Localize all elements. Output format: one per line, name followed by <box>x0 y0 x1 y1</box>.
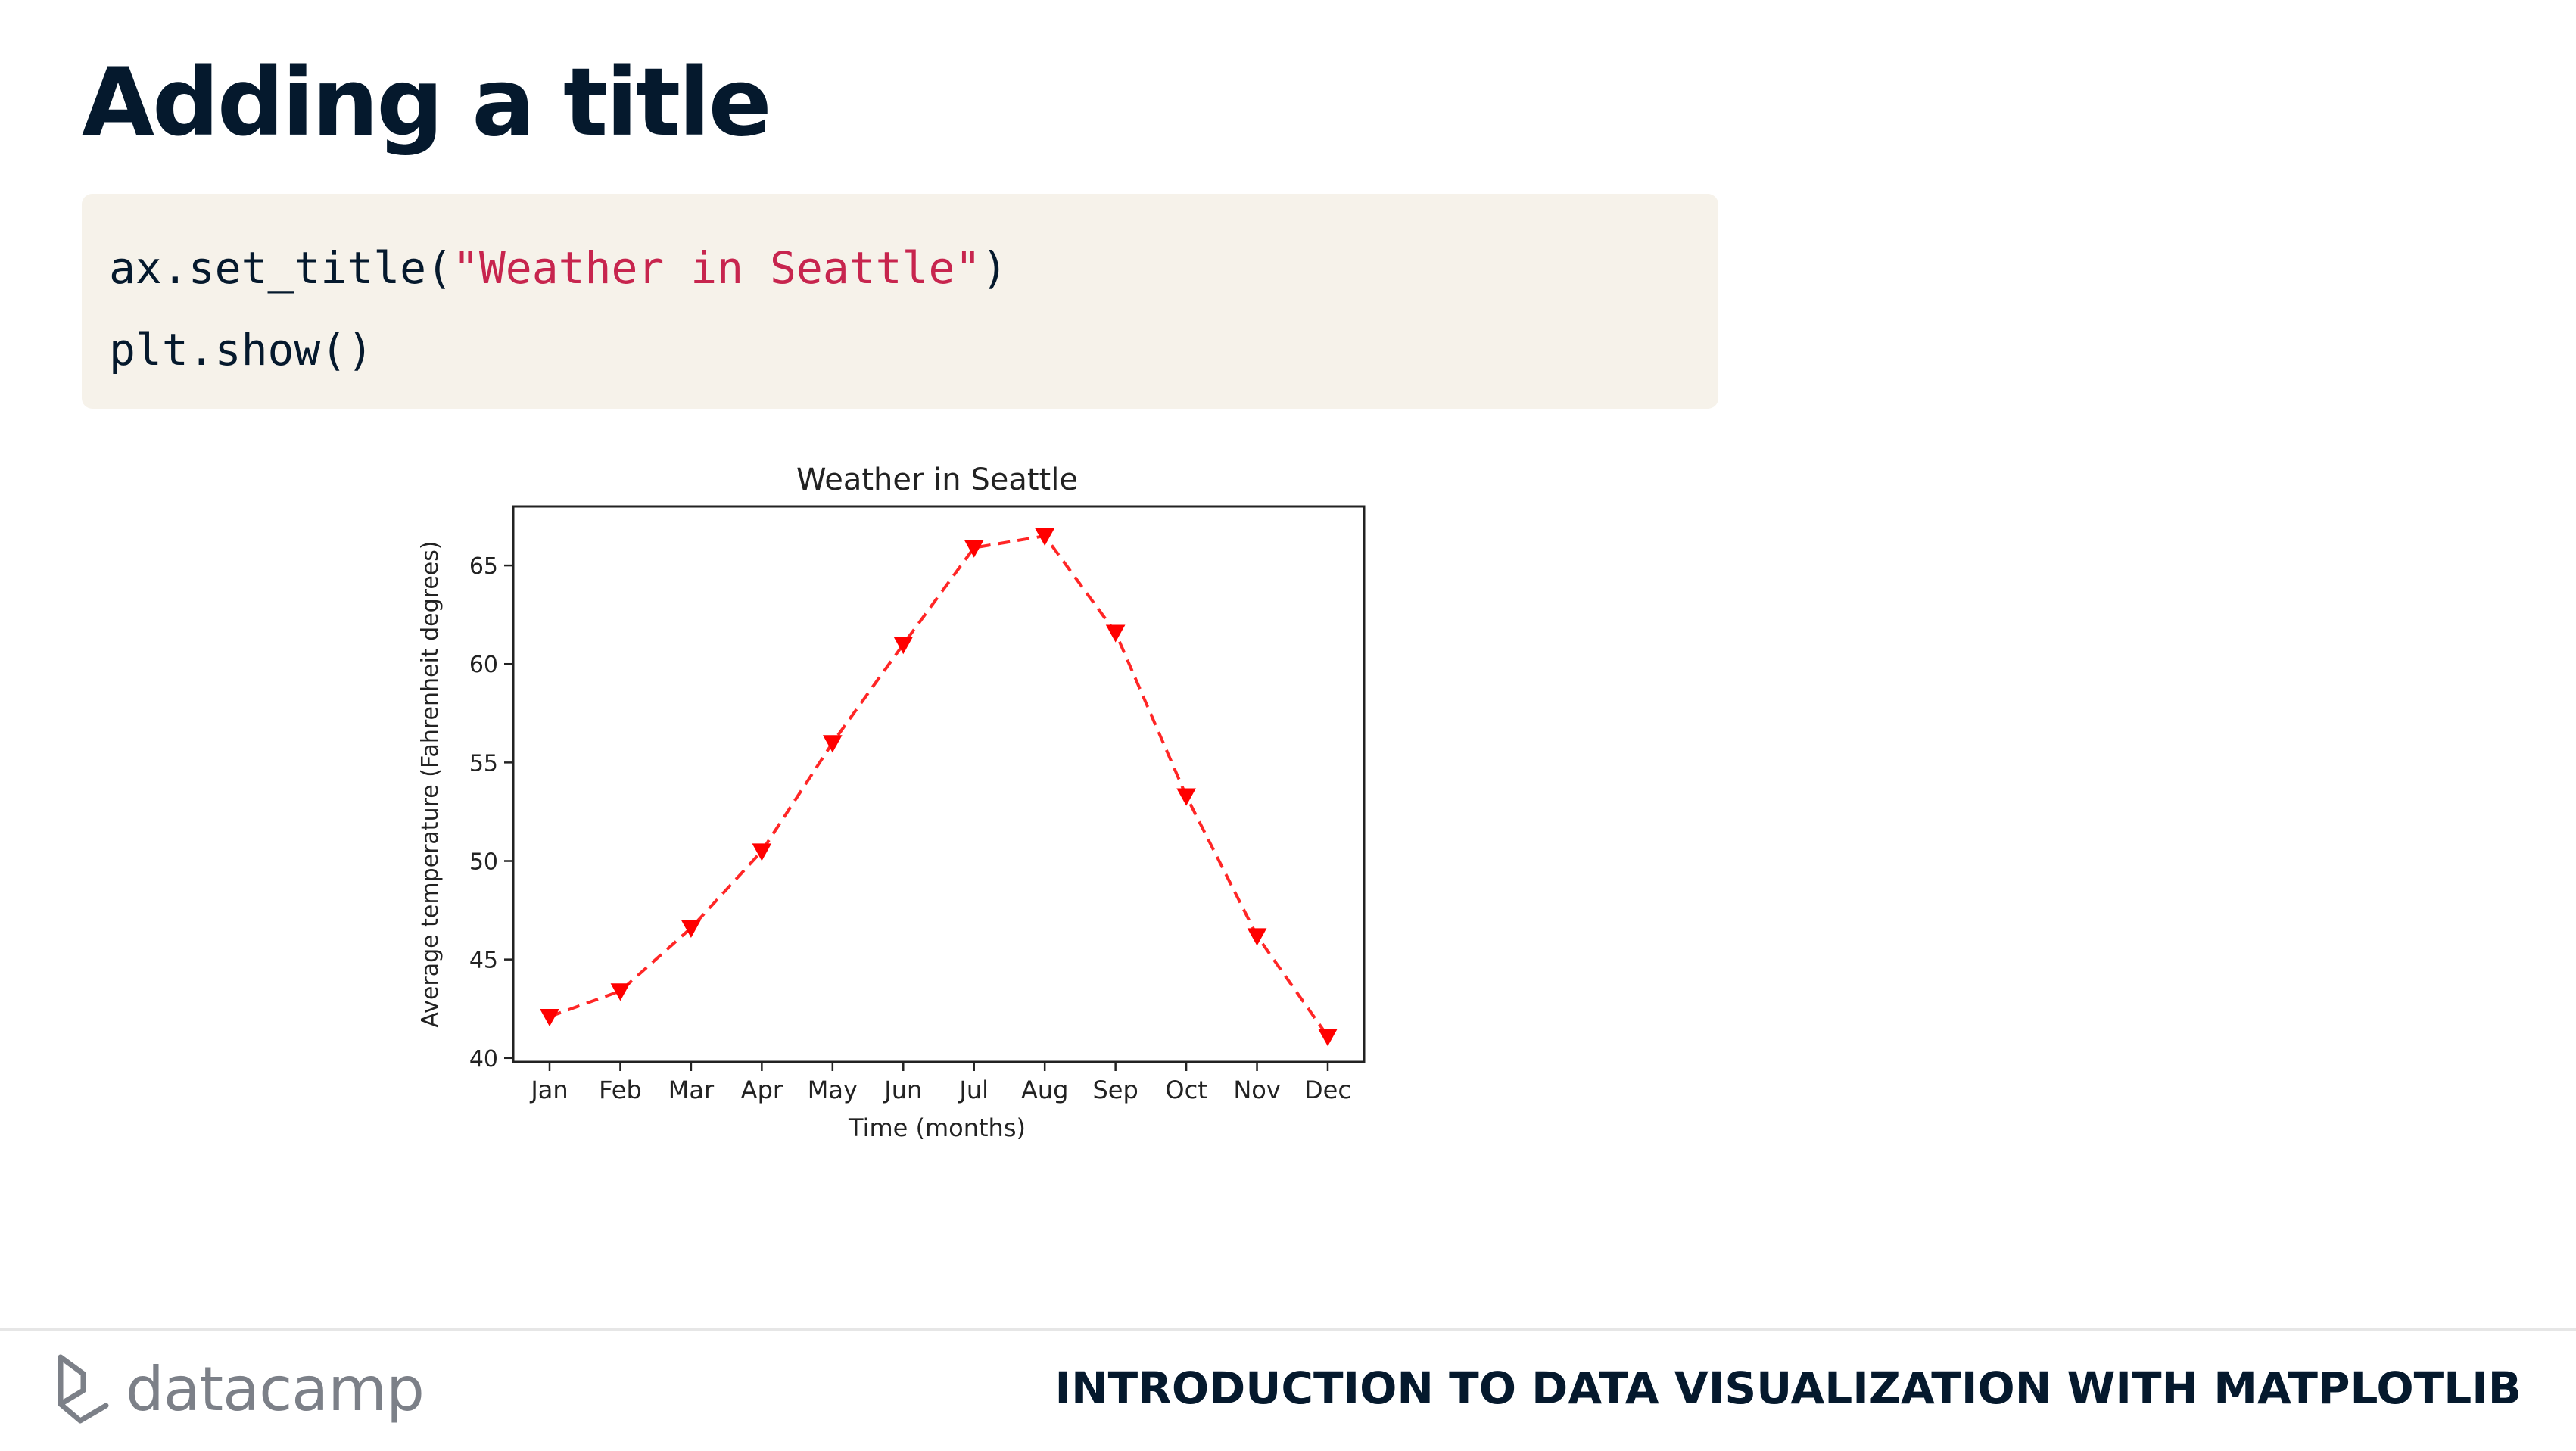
x-tick-label: Aug <box>1021 1076 1068 1104</box>
data-point <box>752 843 772 861</box>
data-point <box>964 540 984 558</box>
data-point <box>822 735 843 753</box>
data-point <box>610 983 631 1001</box>
x-tick-label: Dec <box>1304 1076 1351 1104</box>
data-point <box>681 920 701 939</box>
x-tick-label: Nov <box>1233 1076 1280 1104</box>
data-point <box>1247 928 1267 946</box>
code-line: plt.show() <box>109 309 1718 391</box>
code-text: ) <box>981 242 1008 294</box>
data-point <box>1318 1029 1338 1047</box>
code-block: ax.set_title("Weather in Seattle") plt.s… <box>82 194 1718 409</box>
x-axis-label: Time (months) <box>848 1113 1026 1142</box>
code-line: ax.set_title("Weather in Seattle") <box>109 227 1718 309</box>
line-chart: Weather in Seattle Average temperature (… <box>417 462 1366 1142</box>
y-tick-label: 40 <box>469 1046 498 1073</box>
code-string: "Weather in Seattle" <box>452 242 982 294</box>
data-point <box>540 1009 559 1027</box>
code-text: plt.show() <box>109 324 374 375</box>
x-tick-label: Oct <box>1165 1076 1207 1104</box>
course-title: INTRODUCTION TO DATA VISUALIZATION WITH … <box>1054 1362 2521 1414</box>
y-tick-label: 65 <box>469 553 498 580</box>
x-tick-label: Sep <box>1092 1076 1138 1104</box>
datacamp-logo-icon <box>58 1354 109 1424</box>
plot-area: 40 45 50 55 60 65 Jan Feb Mar Apr May Jun Jul Aug Sep O… <box>469 505 1366 1104</box>
y-axis-label: Average temperature (Fahrenheit degrees) <box>417 540 444 1027</box>
brand-name: datacamp <box>126 1353 425 1425</box>
chart-title: Weather in Seattle <box>796 462 1078 497</box>
x-tick-label: Apr <box>741 1076 783 1104</box>
x-tick-label: Mar <box>668 1076 715 1104</box>
data-point <box>1035 528 1055 546</box>
data-point <box>1105 624 1126 643</box>
x-tick-label: Jun <box>883 1076 922 1104</box>
y-tick-label: 60 <box>469 652 498 678</box>
datacamp-logo: datacamp <box>53 1347 447 1431</box>
x-tick-label: May <box>808 1076 858 1104</box>
code-text: ax.set_title( <box>109 242 453 294</box>
y-axis-label-group: Average temperature (Fahrenheit degrees) <box>417 540 444 1027</box>
x-tick-label: Feb <box>599 1076 642 1104</box>
y-tick-label: 50 <box>469 849 498 876</box>
y-tick-label: 45 <box>469 948 498 974</box>
footer-divider <box>0 1328 2576 1331</box>
x-tick-label: Jul <box>958 1076 989 1104</box>
plot-frame <box>512 505 1366 1063</box>
y-tick-label: 55 <box>469 750 498 777</box>
data-point <box>1176 788 1196 806</box>
x-tick-label: Jan <box>529 1076 568 1104</box>
slide-title: Adding a title <box>82 48 772 157</box>
data-point <box>893 637 914 655</box>
